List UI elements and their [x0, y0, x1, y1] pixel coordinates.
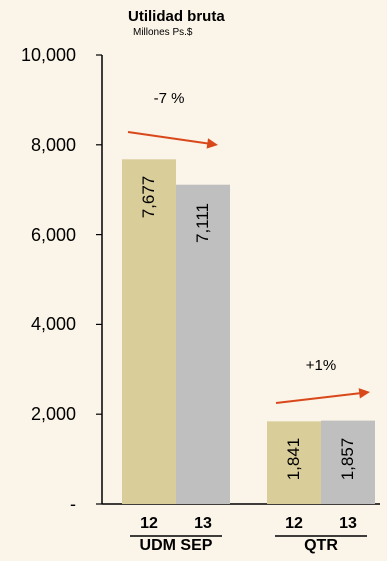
y-tick-label: 4,000 — [30, 314, 76, 335]
bar-udm-sep-12 — [122, 159, 176, 504]
trend-arrow-head — [358, 388, 370, 399]
trend-arrow-head — [206, 138, 218, 149]
change-callout: +1% — [291, 355, 351, 381]
x-year-label: 13 — [339, 515, 357, 532]
bar-value-label: 7,677 — [139, 176, 158, 219]
y-tick-label: - — [70, 494, 76, 514]
trend-arrow-line — [127, 131, 210, 145]
chart-subtitle: Millones Ps.$ — [133, 27, 193, 38]
x-year-label: 13 — [194, 515, 212, 532]
bar-qtr-12 — [267, 421, 321, 504]
bar-value-label: 7,111 — [193, 202, 212, 243]
bar-udm-sep-13 — [176, 184, 230, 504]
y-tick-label: 10,000 — [20, 45, 76, 65]
chart-title: Utilidad bruta — [128, 8, 225, 25]
bar-value-label: 1,857 — [338, 437, 357, 480]
x-year-label: 12 — [140, 515, 158, 532]
x-year-label: 12 — [285, 515, 303, 532]
x-group-label: UDM SEP — [139, 537, 213, 554]
change-callout: -7 % — [148, 88, 190, 114]
y-tick-label: 2,000 — [30, 404, 76, 425]
x-group-label: QTR — [304, 537, 338, 554]
bar-qtr-13 — [321, 420, 375, 504]
y-tick-label: 8,000 — [30, 134, 76, 155]
trend-arrow-line — [275, 391, 362, 404]
y-tick-label: 6,000 — [30, 224, 76, 245]
bar-value-label: 1,841 — [284, 438, 303, 481]
